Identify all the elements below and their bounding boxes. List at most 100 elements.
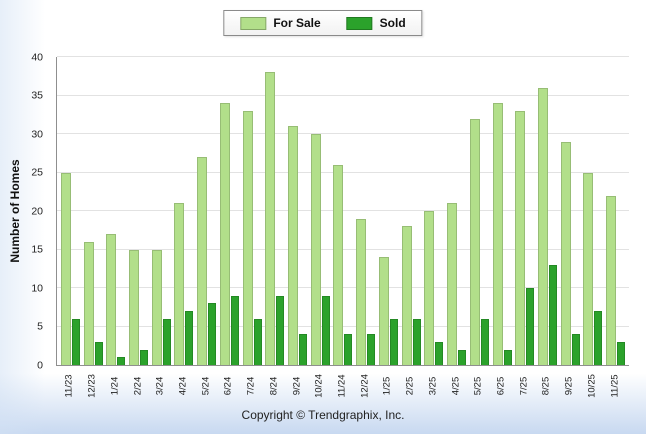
bar-group (309, 57, 332, 365)
bar-for-sale (197, 157, 208, 365)
legend-item-sold: Sold (346, 16, 406, 30)
bar-sold (71, 318, 80, 365)
for-sale-legend-label: For Sale (273, 16, 321, 30)
bar-group (536, 57, 559, 365)
x-tick-label: 5/25 (472, 376, 484, 396)
x-tick-label: 9/24 (290, 376, 302, 396)
x-tick-label: 11/25 (608, 374, 620, 398)
bar-group (468, 57, 491, 365)
bar-for-sale (219, 103, 230, 365)
bar-group (604, 57, 627, 365)
bar-group (263, 57, 286, 365)
bar-for-sale (492, 103, 503, 365)
bar-group (445, 57, 468, 365)
bar-groups (57, 57, 629, 365)
x-tick-label: 3/24 (154, 376, 166, 396)
bar-sold (185, 311, 194, 365)
copyright-text: Copyright © Trendgraphix, Inc. (241, 408, 405, 422)
bar-for-sale (447, 203, 458, 365)
bar-for-sale (469, 118, 480, 365)
x-tick: 11/23 (58, 368, 81, 404)
bar-for-sale (174, 203, 185, 365)
bar-group (559, 57, 582, 365)
y-tick-label: 15 (31, 243, 43, 256)
bar-group (195, 57, 218, 365)
x-tick-label: 9/25 (563, 376, 575, 396)
x-tick-label: 8/25 (540, 376, 552, 396)
y-tick-label: 30 (31, 127, 43, 140)
bar-sold (571, 334, 580, 365)
gridline (57, 133, 629, 134)
legend: For Sale Sold (223, 10, 423, 36)
bar-for-sale (83, 241, 94, 365)
y-tick-label: 25 (31, 166, 43, 179)
bar-group (218, 57, 241, 365)
bar-for-sale (242, 110, 253, 365)
bar-for-sale (583, 172, 594, 365)
bar-sold (458, 349, 467, 365)
bar-sold (594, 311, 603, 365)
bar-sold (117, 357, 126, 365)
bar-group (377, 57, 400, 365)
bar-for-sale (60, 172, 71, 365)
y-tick-label: 35 (31, 89, 43, 102)
x-tick: 8/25 (535, 368, 558, 404)
bar-group (173, 57, 196, 365)
x-tick: 3/24 (149, 368, 172, 404)
x-tick-label: 7/24 (245, 376, 257, 396)
bar-sold (208, 303, 217, 365)
y-tick-label: 0 (37, 358, 43, 371)
x-tick: 4/25 (444, 368, 467, 404)
bar-sold (140, 349, 149, 365)
gridline (57, 94, 629, 96)
y-tick-label: 10 (31, 281, 43, 294)
x-tick: 9/24 (285, 368, 308, 404)
bar-sold (526, 288, 535, 365)
bar-sold (344, 334, 353, 365)
bar-group (354, 57, 377, 365)
bar-group (332, 57, 355, 365)
gridline (57, 56, 629, 57)
bar-sold (389, 318, 398, 365)
bar-sold (94, 341, 103, 365)
x-tick: 5/24 (194, 368, 217, 404)
x-tick-label: 10/25 (586, 374, 598, 398)
bar-sold (367, 334, 376, 365)
bar-group (104, 57, 127, 365)
bar-sold (435, 341, 444, 365)
bar-for-sale (401, 226, 412, 365)
x-tick-label: 12/23 (86, 374, 98, 398)
bar-sold (230, 295, 239, 365)
plot-area (56, 56, 629, 366)
bar-group (82, 57, 105, 365)
x-tick-label: 5/24 (199, 376, 211, 396)
x-tick-label: 4/24 (177, 376, 189, 396)
y-axis-ticks: 0 5 10 15 20 25 30 35 40 (0, 52, 48, 370)
bar-group (286, 57, 309, 365)
bar-sold (253, 318, 262, 365)
x-tick-label: 6/24 (222, 376, 234, 396)
bar-sold (412, 318, 421, 365)
bar-sold (299, 334, 308, 365)
y-tick-label: 5 (37, 320, 43, 333)
bar-group (400, 57, 423, 365)
bar-for-sale (537, 87, 548, 365)
bar-for-sale (515, 110, 526, 365)
x-tick: 11/24 (331, 368, 354, 404)
bar-for-sale (356, 218, 367, 365)
for-sale-swatch (240, 16, 267, 30)
x-tick: 11/25 (603, 368, 626, 404)
x-tick-label: 2/25 (404, 376, 416, 396)
x-tick: 7/24 (240, 368, 263, 404)
bar-group (513, 57, 536, 365)
bar-sold (548, 264, 557, 365)
x-tick-label: 11/23 (63, 374, 75, 398)
x-tick: 12/24 (353, 368, 376, 404)
x-tick-label: 10/24 (313, 374, 325, 398)
x-tick: 10/24 (308, 368, 331, 404)
sold-legend-label: Sold (379, 16, 406, 30)
bar-group (582, 57, 605, 365)
x-tick: 3/25 (422, 368, 445, 404)
bar-group (127, 57, 150, 365)
